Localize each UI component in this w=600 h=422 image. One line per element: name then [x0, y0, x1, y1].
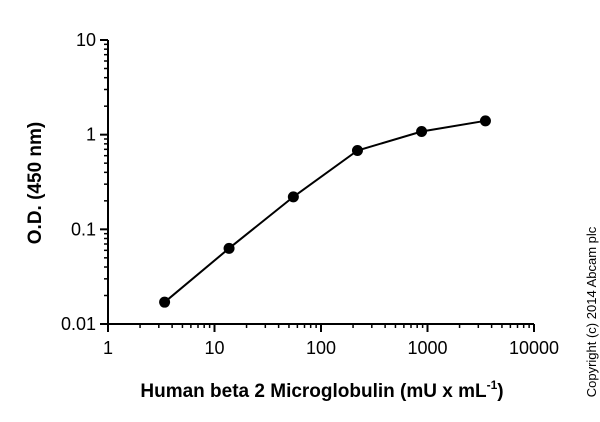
series-path: [163, 119, 486, 303]
y-tick-label: 1: [86, 125, 96, 145]
y-tick-label: 0.1: [71, 219, 96, 239]
series-line: [163, 119, 486, 303]
data-points: [159, 115, 491, 308]
x-axis-title-superscript: -1: [487, 378, 498, 392]
x-tick-label: 1000: [407, 338, 447, 358]
x-axis-title-main: Human beta 2 Microglobulin (mU x mL: [140, 381, 487, 402]
copyright-notice: Copyright (c) 2014 Abcam plc: [584, 226, 599, 397]
data-point: [479, 115, 491, 127]
y-tick-label: 0.01: [61, 314, 96, 334]
y-axis-title: O.D. (450 nm): [25, 122, 46, 244]
data-point: [223, 242, 235, 254]
axes: 0.01 0.1 1 10 1 10 100 1000 10000: [61, 30, 559, 358]
data-point: [287, 191, 299, 203]
data-point: [159, 296, 171, 308]
x-tick-label: 10000: [509, 338, 559, 358]
data-point: [416, 126, 428, 138]
x-axis-title-close: ): [497, 381, 503, 402]
data-point: [351, 145, 363, 157]
x-tick-label: 1: [103, 338, 113, 358]
x-tick-label: 100: [306, 338, 336, 358]
x-tick-label: 10: [204, 338, 224, 358]
y-tick-label: 10: [76, 30, 96, 50]
x-axis-title: Human beta 2 Microglobulin (mU x mL-1): [140, 378, 503, 402]
